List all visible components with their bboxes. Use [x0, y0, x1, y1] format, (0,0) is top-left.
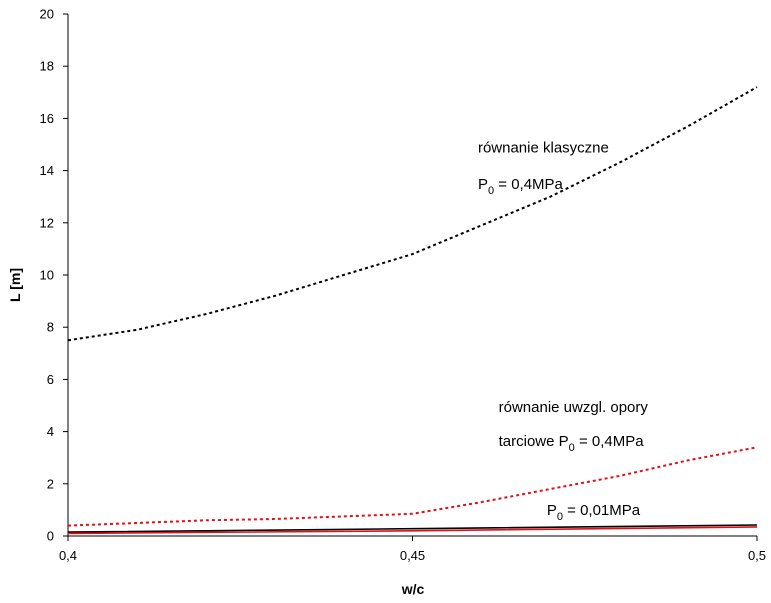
annotation-classic-2: P0 = 0,4MPa: [478, 176, 564, 197]
annotation-friction-2: tarciowe P0 = 0,4MPa: [499, 433, 645, 454]
y-tick-label: 2: [47, 476, 54, 491]
series-classic-line: [67, 86, 758, 342]
y-axis-title: L [m]: [7, 268, 23, 302]
x-tick-label: 0,5: [748, 548, 766, 563]
y-tick-label: 8: [47, 320, 54, 335]
series-friction-line: [67, 446, 758, 527]
y-tick-label: 4: [47, 424, 54, 439]
annotation-low-pressure: P0 = 0,01MPa: [547, 502, 641, 523]
y-tick-label: 0: [47, 529, 54, 544]
series-low-pressure-red-line: [67, 526, 758, 535]
x-tick-label: 0,4: [59, 548, 77, 563]
series-layer: [67, 86, 758, 535]
x-tick-label: 0,45: [400, 548, 425, 563]
y-tick-label: 12: [40, 215, 54, 230]
y-tick-label: 6: [47, 372, 54, 387]
annotations: równanie klasyczne P0 = 0,4MPa równanie uw…: [478, 139, 648, 523]
axes: 0 2 4 6 8 10 12 14 16 18 20 0,4 0,45 0,5: [40, 7, 767, 564]
y-tick-label: 20: [40, 7, 54, 22]
series-low-pressure-black-line: [67, 524, 758, 533]
annotation-classic-1: równanie klasyczne: [478, 139, 609, 156]
y-tick-label: 10: [40, 268, 54, 283]
annotation-friction-1: równanie uwzgl. opory: [499, 399, 649, 416]
y-tick-label: 18: [40, 59, 54, 74]
y-tick-label: 16: [40, 111, 54, 126]
x-axis-title: w/c: [401, 581, 425, 597]
y-tick-label: 14: [40, 163, 54, 178]
